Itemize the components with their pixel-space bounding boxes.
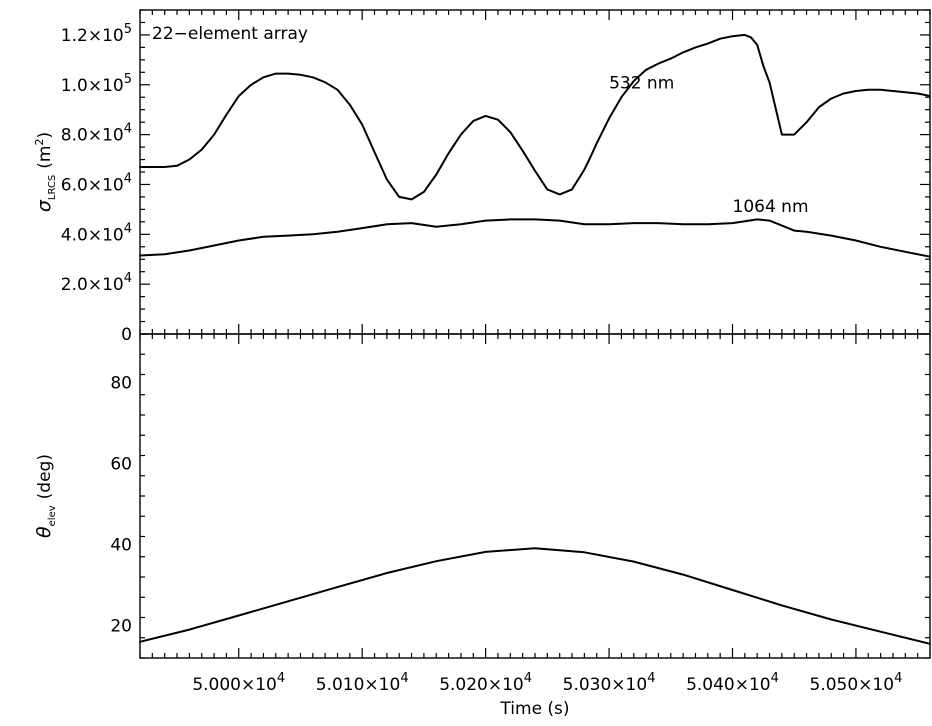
elevation-ticks xyxy=(139,333,931,659)
elevation-series xyxy=(139,547,931,645)
series-label: 532 nm xyxy=(609,74,674,94)
y-tick-label: 40 xyxy=(110,536,132,556)
series-label: 1064 nm xyxy=(733,197,809,217)
elevation-panel: 20 40 60 80 5.000×104 5.010×104 5.020×104 5.03… xyxy=(33,333,931,719)
y-tick-label: 4.0×104 xyxy=(61,221,132,245)
y-axis-title-text: θelev(deg) xyxy=(33,454,58,538)
cross-section-y-tick-labels: 0 2.0×104 4.0×104 6.0×104 8.0×104 1.0×105 1.2×… xyxy=(61,22,132,345)
elevation-line xyxy=(139,547,931,645)
array-annotation: 22−element array xyxy=(152,24,308,44)
series-1064nm-line xyxy=(139,218,931,258)
x-tick-label: 5.000×104 xyxy=(192,671,285,695)
y-tick-label: 6.0×104 xyxy=(61,171,132,195)
series-532nm-line xyxy=(139,33,931,201)
x-axis-title: Time (s) xyxy=(499,699,569,719)
elevation-y-axis-title: θelev(deg) xyxy=(33,454,58,538)
time-x-tick-labels: 5.000×104 5.010×104 5.020×104 5.030×104 5.04… xyxy=(192,671,902,695)
x-tick-label: 5.020×104 xyxy=(439,671,532,695)
y-tick-label: 80 xyxy=(110,374,132,394)
y-tick-label: 2.0×104 xyxy=(61,271,132,295)
y-tick-label: 0 xyxy=(121,325,132,345)
x-tick-label: 5.040×104 xyxy=(686,671,779,695)
x-tick-label: 5.010×104 xyxy=(316,671,409,695)
cross-section-ticks xyxy=(139,9,931,335)
y-tick-label: 1.2×105 xyxy=(61,22,132,46)
x-tick-label: 5.050×104 xyxy=(810,671,903,695)
elevation-y-tick-labels: 20 40 60 80 xyxy=(110,374,132,637)
cross-section-series: 532 nm 1064 nm xyxy=(139,33,931,258)
y-tick-label: 60 xyxy=(110,455,132,475)
y-axis-title-text: σLRCS(m2) xyxy=(33,132,58,212)
cross-section-y-axis-title: σLRCS(m2) xyxy=(33,132,58,212)
x-tick-label: 5.030×104 xyxy=(563,671,656,695)
y-tick-label: 1.0×105 xyxy=(61,72,132,96)
y-tick-label: 20 xyxy=(110,617,132,637)
y-tick-label: 8.0×104 xyxy=(61,122,132,146)
cross-section-panel: 0 2.0×104 4.0×104 6.0×104 8.0×104 1.0×105 1.2×… xyxy=(33,9,931,345)
